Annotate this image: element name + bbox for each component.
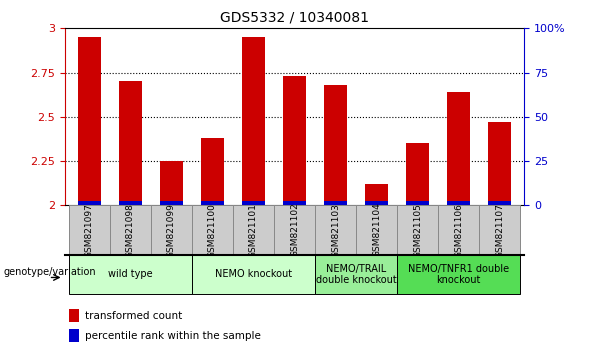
Text: GSM821100: GSM821100 xyxy=(208,202,217,258)
Title: GDS5332 / 10340081: GDS5332 / 10340081 xyxy=(220,10,369,24)
Text: NEMO/TNFR1 double
knockout: NEMO/TNFR1 double knockout xyxy=(408,263,509,285)
Bar xyxy=(151,205,192,255)
Bar xyxy=(406,143,429,205)
Bar xyxy=(315,255,397,294)
Text: transformed count: transformed count xyxy=(85,311,183,321)
Bar xyxy=(233,205,274,255)
Bar xyxy=(70,329,80,342)
Bar xyxy=(69,255,192,294)
Text: GSM821106: GSM821106 xyxy=(454,202,463,258)
Text: GSM821099: GSM821099 xyxy=(167,202,176,258)
Bar xyxy=(406,201,429,205)
Bar xyxy=(438,205,479,255)
Text: NEMO/TRAIL
double knockout: NEMO/TRAIL double knockout xyxy=(316,263,396,285)
Bar xyxy=(201,138,224,205)
Bar xyxy=(447,92,470,205)
Text: genotype/variation: genotype/variation xyxy=(4,267,96,278)
Bar xyxy=(365,201,388,205)
Bar xyxy=(242,37,265,205)
Bar xyxy=(70,309,80,322)
Text: GSM821105: GSM821105 xyxy=(413,202,422,258)
Text: GSM821103: GSM821103 xyxy=(331,202,340,258)
Bar xyxy=(488,122,511,205)
Text: GSM821098: GSM821098 xyxy=(126,202,135,258)
Bar xyxy=(447,201,470,205)
Bar xyxy=(78,201,101,205)
Bar xyxy=(110,205,151,255)
Text: GSM821104: GSM821104 xyxy=(372,203,381,257)
Text: NEMO knockout: NEMO knockout xyxy=(215,269,292,279)
Bar xyxy=(192,205,233,255)
Bar xyxy=(397,205,438,255)
Bar xyxy=(69,205,110,255)
Bar xyxy=(479,205,520,255)
Text: GSM821097: GSM821097 xyxy=(85,202,94,258)
Bar xyxy=(283,201,306,205)
Bar xyxy=(397,255,520,294)
Bar xyxy=(192,255,315,294)
Bar xyxy=(356,205,397,255)
Bar xyxy=(119,201,142,205)
Bar xyxy=(315,205,356,255)
Bar xyxy=(242,201,265,205)
Bar xyxy=(160,161,183,205)
Bar xyxy=(119,81,142,205)
Text: GSM821102: GSM821102 xyxy=(290,203,299,257)
Text: GSM821101: GSM821101 xyxy=(249,202,258,258)
Text: GSM821107: GSM821107 xyxy=(495,202,504,258)
Text: percentile rank within the sample: percentile rank within the sample xyxy=(85,331,262,341)
Bar xyxy=(201,201,224,205)
Bar xyxy=(283,76,306,205)
Bar xyxy=(365,184,388,205)
Bar xyxy=(324,201,347,205)
Bar xyxy=(324,85,347,205)
Bar xyxy=(160,201,183,205)
Bar xyxy=(488,201,511,205)
Bar xyxy=(274,205,315,255)
Bar xyxy=(78,37,101,205)
Text: wild type: wild type xyxy=(108,269,153,279)
